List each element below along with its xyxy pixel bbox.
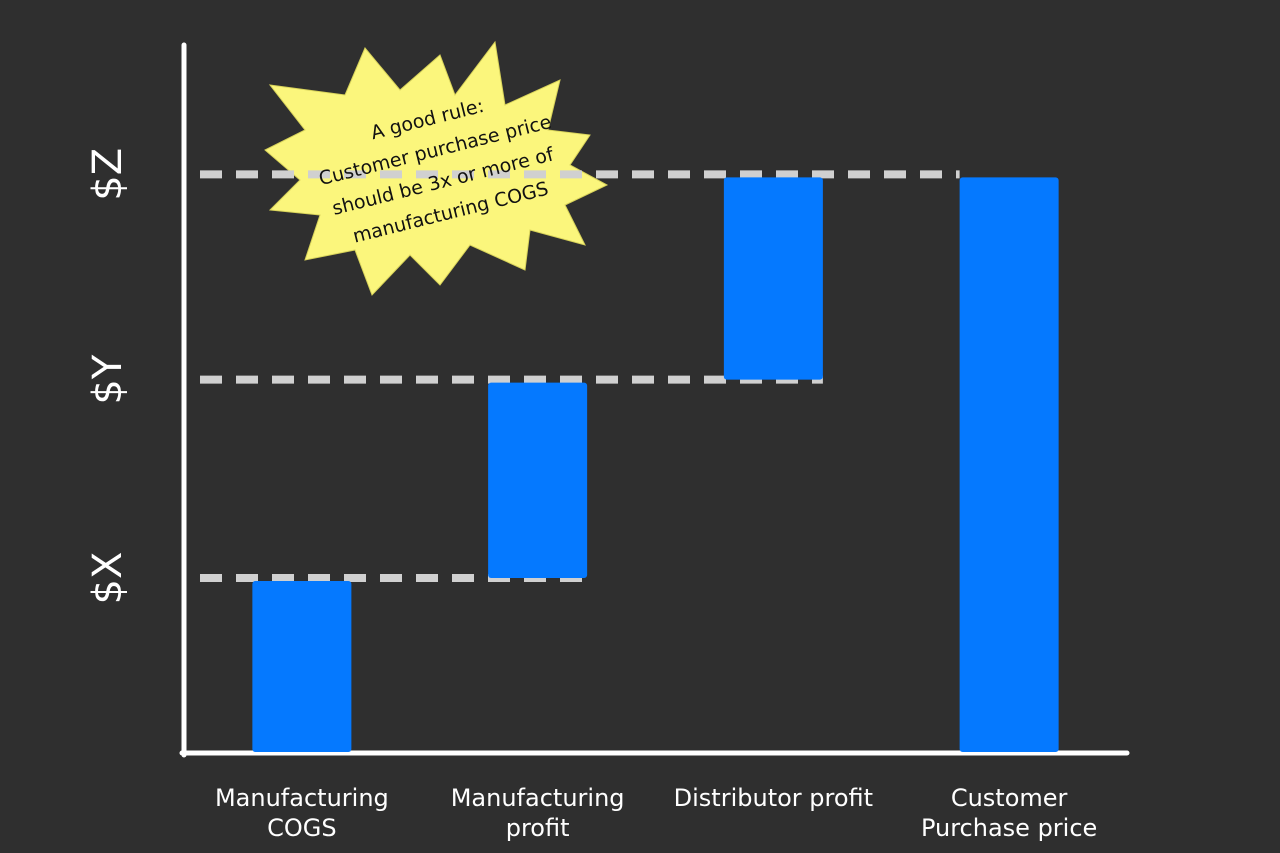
bar [723,177,823,380]
bar [488,382,588,578]
x-tick-label: Manufacturing profit [450,784,625,842]
y-tick-label: $Z [85,148,131,201]
y-tick-label: $X [85,552,131,605]
bar [252,581,352,752]
starburst [264,40,609,296]
y-tick-label: $Y [85,354,131,404]
x-tick-label: Manufacturing COGS [214,784,389,842]
x-tick-label: Distributor profit [673,784,874,812]
bar [959,177,1059,752]
x-tick-label: Customer Purchase price [920,784,1098,842]
